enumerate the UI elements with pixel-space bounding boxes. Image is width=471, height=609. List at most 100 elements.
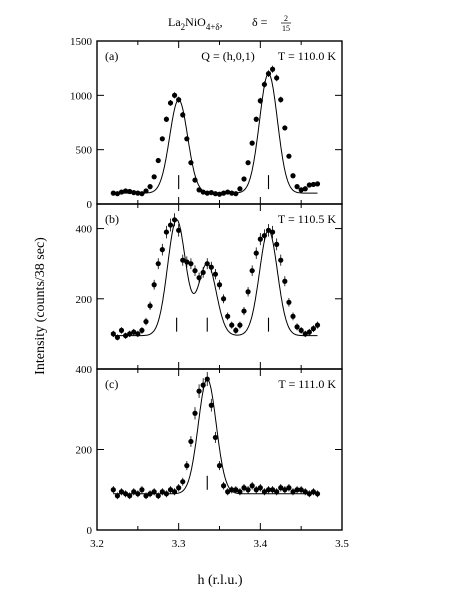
chart-panels: 0 500 1000 1500 (a) Q = (h,0,1) T = 110.0 K 200… [70,36,349,550]
data-point [188,438,194,445]
data-point [229,487,235,493]
data-point [196,388,202,394]
data-point [131,489,137,495]
temperature-label: T = 111.0 K [278,377,336,391]
data-point [237,322,243,328]
data-point [286,299,292,305]
x-axis-label: h (r.l.u.) [197,573,242,588]
data-point [127,188,133,195]
panel-1: 200 400 (b) T = 110.5 K [76,203,343,370]
data-point [176,227,182,233]
data-point [167,222,174,228]
data-point [151,174,157,180]
data-point [310,326,317,332]
data-point [208,189,214,196]
temperature-label: T = 110.5 K [278,212,336,226]
data-point [192,410,198,416]
title-delta-label: δ = [252,15,268,29]
data-point [298,187,304,193]
data-point [302,331,308,337]
data-point [241,485,247,491]
data-point [274,75,280,81]
data-point [306,329,312,335]
data-point [265,71,272,77]
title-delta-num: 2 [284,14,288,23]
y-tick-label: 500 [76,145,93,157]
fit-curve [113,219,318,337]
data-point [139,191,145,197]
data-point [216,191,223,197]
data-point [294,324,300,330]
data-point [286,485,292,491]
data-point [122,188,129,194]
data-point [290,173,296,179]
data-point [114,191,121,197]
figure-title: La2NiO4+δ, δ = 2 15 [168,14,291,33]
data-point [298,487,304,493]
data-point [261,489,268,495]
panel-label: (b) [105,212,119,226]
data-point [135,491,141,497]
x-tick-label: 3.2 [90,538,104,550]
data-point [216,463,223,469]
y-tick-label: 200 [76,294,93,306]
data-point [310,489,317,495]
data-point [127,493,133,499]
data-point [253,116,259,122]
data-point [269,487,276,493]
data-point [237,489,243,495]
data-point [282,125,288,131]
y-tick-label: 0 [87,525,93,537]
data-point [253,250,259,256]
data-point [237,186,243,192]
data-point [269,66,276,72]
data-point [180,112,186,118]
data-point [306,182,312,188]
y-axis-label: Intensity (counts/38 sec) [33,237,48,375]
title-compound-sub2: 4+δ [206,22,220,32]
y-tick-label: 1500 [70,36,93,48]
data-point [249,140,255,146]
data-point [216,282,223,288]
data-point [131,189,137,196]
data-point [200,382,206,388]
title-compound-mid: NiO [185,15,206,29]
data-point [241,308,247,314]
data-point [286,153,292,159]
data-point [159,247,165,253]
data-point [159,489,165,495]
data-point [245,160,251,166]
data-point [180,479,186,485]
data-point [298,327,304,333]
q-annotation: Q = (h,0,1) [201,49,254,63]
data-point [176,485,182,491]
data-point [282,487,288,493]
fit-curve [113,73,318,194]
data-point [155,157,161,164]
data-point [180,257,186,263]
data-point [171,489,178,495]
data-point [233,327,239,333]
data-point [249,268,255,274]
data-point [118,489,125,495]
data-point [147,303,153,309]
data-point [204,376,210,382]
data-point [143,319,149,325]
data-point [122,491,129,497]
data-point [225,189,231,195]
data-point [167,100,174,106]
data-point [139,327,145,333]
data-point [143,188,149,194]
data-point [294,487,300,493]
data-point [261,81,268,88]
svg-text:La2NiO4+δ,: La2NiO4+δ, [168,15,223,32]
data-point [212,191,219,197]
data-point [163,491,170,497]
data-point [314,181,321,187]
data-point [233,191,239,197]
panel-2: 0 200 400 (c) T = 111.0 K [76,364,343,537]
data-point [167,487,174,493]
data-point [118,189,125,195]
panel-0: 0 500 1000 1500 (a) Q = (h,0,1) T = 110.0 K [70,36,343,211]
data-point [212,434,219,441]
